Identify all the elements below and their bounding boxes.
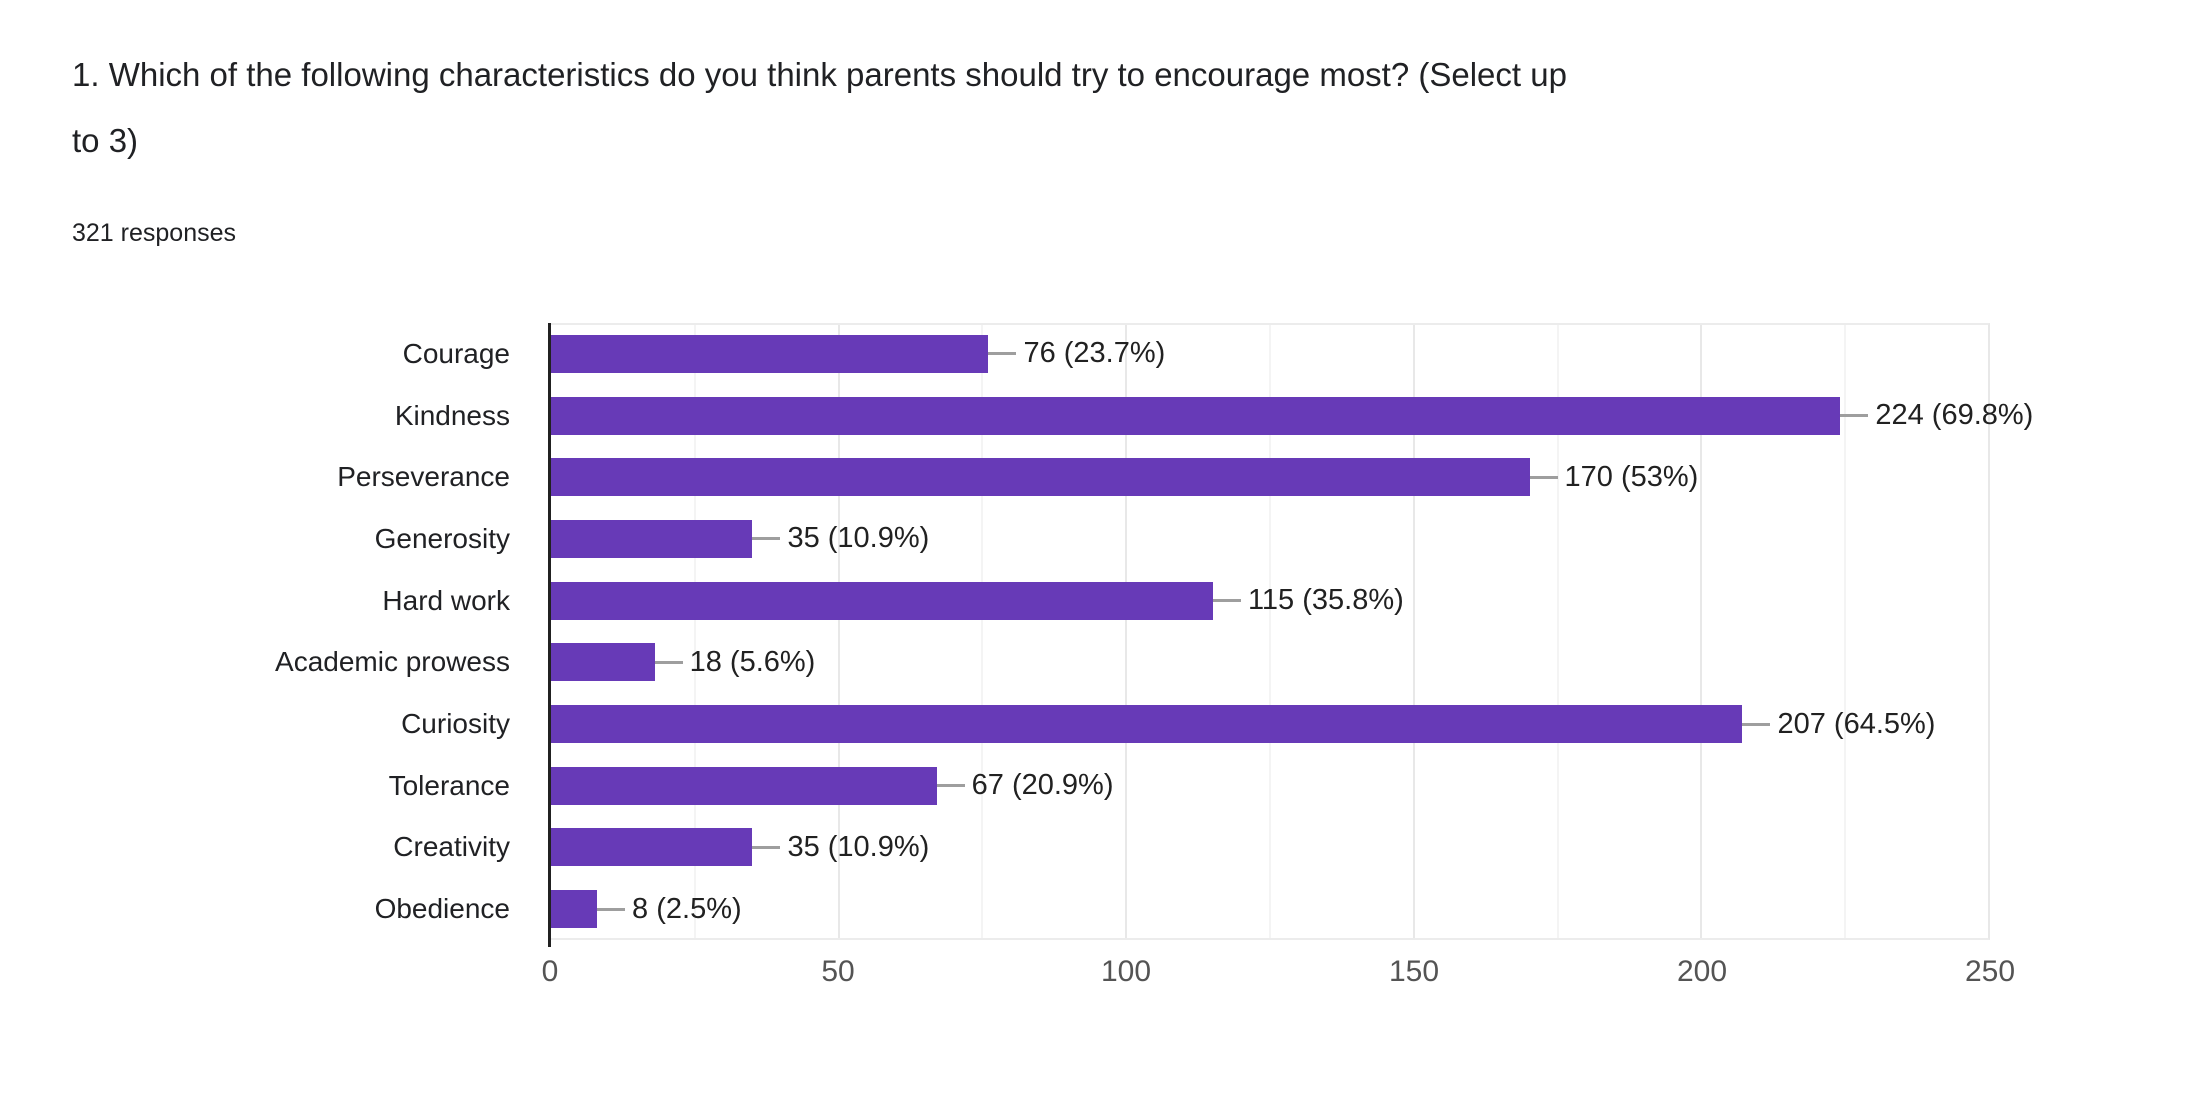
bar-row: Academic prowess 18 (5.6%) bbox=[0, 632, 2196, 694]
value-label: 35 (10.9%) bbox=[787, 522, 930, 555]
bar-rows: Courage 76 (23.7%) Kindness 224 (69.8%) Pers… bbox=[0, 323, 2196, 940]
value-label: 18 (5.6%) bbox=[689, 645, 816, 678]
x-tick-label: 150 bbox=[1388, 955, 1440, 988]
bar-area: 207 (64.5%) bbox=[551, 705, 1990, 744]
bar-chart: Courage 76 (23.7%) Kindness 224 (69.8%) Pers… bbox=[0, 323, 2196, 988]
category-label: Perseverance bbox=[337, 461, 510, 493]
value-label: 170 (53%) bbox=[1564, 460, 1699, 493]
bar bbox=[551, 581, 1213, 620]
bar-area: 8 (2.5%) bbox=[551, 890, 1990, 929]
bar bbox=[551, 643, 655, 682]
value-label: 207 (64.5%) bbox=[1777, 707, 1936, 740]
x-tick-label: 50 bbox=[821, 955, 855, 988]
gridline-major bbox=[1700, 325, 1703, 938]
callout-line bbox=[597, 907, 626, 911]
bar bbox=[551, 766, 937, 805]
category-label: Generosity bbox=[374, 522, 510, 554]
value-label: 8 (2.5%) bbox=[632, 892, 742, 925]
bar-row: Hard work 115 (35.8%) bbox=[0, 570, 2196, 632]
category-label: Obedience bbox=[374, 893, 510, 925]
gridline-minor bbox=[1556, 325, 1559, 938]
callout-line bbox=[752, 845, 781, 849]
gridline-major bbox=[1412, 325, 1415, 938]
gridline-minor bbox=[693, 325, 696, 938]
bar-row: Perseverance 170 (53%) bbox=[0, 446, 2196, 508]
gridline-major bbox=[837, 325, 840, 938]
bar-row: Curiosity 207 (64.5%) bbox=[0, 693, 2196, 755]
bar bbox=[551, 705, 1743, 744]
category-label: Curiosity bbox=[401, 708, 510, 740]
bar bbox=[551, 828, 753, 867]
y-axis-line bbox=[548, 323, 551, 947]
callout-line bbox=[988, 352, 1017, 356]
response-count: 321 responses bbox=[72, 219, 237, 247]
category-label: Academic prowess bbox=[275, 646, 510, 678]
bar-area: 35 (10.9%) bbox=[551, 519, 1990, 558]
category-label: Courage bbox=[402, 337, 510, 369]
bar-area: 115 (35.8%) bbox=[551, 581, 1990, 620]
gridline-minor bbox=[1269, 325, 1271, 938]
category-label: Tolerance bbox=[388, 769, 510, 801]
value-label: 67 (20.9%) bbox=[971, 769, 1114, 802]
bar-row: Kindness 224 (69.8%) bbox=[0, 385, 2196, 447]
x-axis: 0 50 100 150 200 250 bbox=[542, 955, 2015, 1005]
value-label: 76 (23.7%) bbox=[1023, 337, 1166, 370]
bar bbox=[551, 396, 1841, 435]
bar-area: 224 (69.8%) bbox=[551, 396, 2033, 435]
callout-line bbox=[1742, 722, 1771, 726]
bar-area: 67 (20.9%) bbox=[551, 766, 1990, 805]
bar-area: 18 (5.6%) bbox=[551, 643, 1990, 682]
value-label: 224 (69.8%) bbox=[1875, 399, 2034, 432]
callout-line bbox=[1840, 414, 1869, 418]
bar-row: Tolerance 67 (20.9%) bbox=[0, 755, 2196, 817]
x-tick-label: 200 bbox=[1676, 955, 1728, 988]
bar-row: Courage 76 (23.7%) bbox=[0, 323, 2196, 385]
bar-area: 76 (23.7%) bbox=[551, 334, 1990, 373]
x-tick-label: 0 bbox=[541, 955, 559, 988]
bar-row: Generosity 35 (10.9%) bbox=[0, 508, 2196, 570]
bar-row: Obedience 8 (2.5%) bbox=[0, 878, 2196, 940]
callout-line bbox=[1212, 599, 1241, 603]
bar-row: Creativity 35 (10.9%) bbox=[0, 817, 2196, 879]
category-label: Creativity bbox=[393, 831, 510, 863]
bar-area: 170 (53%) bbox=[551, 458, 1990, 497]
bar bbox=[551, 334, 989, 373]
x-tick-label: 100 bbox=[1100, 955, 1152, 988]
gridline-major bbox=[1125, 325, 1128, 938]
callout-line bbox=[654, 660, 683, 664]
bar bbox=[551, 458, 1530, 497]
callout-line bbox=[936, 784, 965, 788]
x-tick-label: 250 bbox=[1964, 955, 2016, 988]
gridline-minor bbox=[981, 325, 984, 938]
gridline-minor bbox=[1844, 325, 1847, 938]
plot-area bbox=[550, 323, 1990, 940]
value-label: 115 (35.8%) bbox=[1247, 584, 1404, 617]
bar bbox=[551, 890, 598, 929]
bar-area: 35 (10.9%) bbox=[551, 828, 1990, 867]
callout-line bbox=[1529, 475, 1558, 479]
value-label: 35 (10.9%) bbox=[787, 830, 930, 863]
bar bbox=[551, 519, 753, 558]
callout-line bbox=[752, 537, 781, 541]
question-title: 1. Which of the following characteristic… bbox=[72, 56, 1567, 159]
category-label: Kindness bbox=[394, 399, 510, 431]
category-label: Hard work bbox=[382, 584, 510, 616]
